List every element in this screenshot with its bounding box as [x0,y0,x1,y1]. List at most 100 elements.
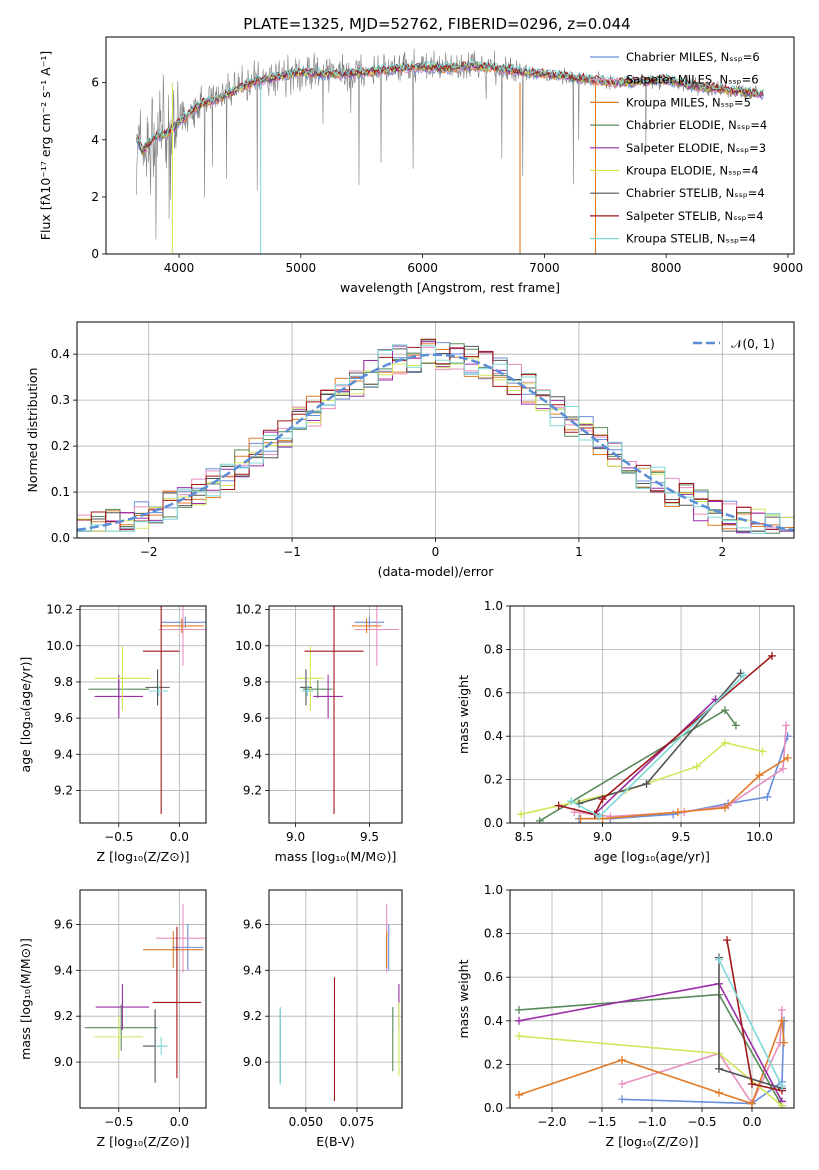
y-tick-label: 0.4 [51,347,70,361]
axes-frame [268,889,403,1109]
x-tick-label: −0.5 [104,1115,133,1129]
plot-area [279,903,400,1102]
weight-marker-kroupa_miles [715,1088,723,1097]
weight-marker-kroupa_miles [576,814,585,823]
y-tick-label: 0.2 [51,439,70,453]
weight-marker-kroupa_miles [783,753,792,762]
weight-marker-kroupa_elodie [516,810,525,819]
weight-line-chabrier_miles [621,1020,785,1105]
weight-marker-salpeter_stelib [554,801,563,810]
y-tick-label: 9.6 [54,711,73,725]
x-tick-label: 9.0 [593,830,612,844]
residual-histogram-chabrier_stelib [77,345,794,532]
plot-area [88,606,206,814]
x-tick-label: 9.5 [360,830,379,844]
legend-label: Chabrier ELODIE, Nₛₛₚ=4 [626,118,767,132]
weight-marker-chabrier_stelib [642,779,651,788]
weight-marker-chabrier_elodie [515,1005,523,1014]
y-tick-label: 9.2 [243,1009,262,1023]
weight-marker-kroupa_stelib [739,671,748,680]
weight-line-salpeter_elodie [594,698,717,815]
weight-line-kroupa_stelib [570,674,745,818]
plot-area [84,903,206,1083]
x-tick-label: −1.0 [637,1115,666,1129]
legend-label: Chabrier STELIB, Nₛₛₚ=4 [626,186,765,200]
y-tick-label: 1.0 [484,599,503,613]
plot-area [297,606,400,814]
axes-frame [268,605,403,824]
axes-frame [509,889,795,1109]
legend-label: Salpeter MILES, Nₛₛₚ=6 [626,73,759,87]
legend-label: 𝒩(0, 1) [731,337,775,351]
weight-marker-salpeter_elodie [515,1016,523,1025]
y-tick-label: 0.0 [51,531,70,545]
weight-marker-kroupa_stelib [715,955,723,964]
x-tick-label: 2 [718,545,726,559]
weight-marker-kroupa_elodie [758,747,767,756]
y-axis-label: Flux [fλ10⁻¹⁷ erg cm⁻² s⁻¹ A⁻¹] [38,51,53,240]
x-tick-label: −0.5 [687,1115,716,1129]
weight-marker-kroupa_miles [515,1090,523,1099]
y-tick-label: 0.6 [484,970,503,984]
weight-marker-kroupa_miles [748,1099,756,1108]
gaussian-curve [77,353,794,532]
x-tick-label: 0.0 [170,1115,189,1129]
axes-frame [79,889,207,1109]
y-tick-label: 10.2 [235,603,262,617]
weight-line-chabrier_elodie [539,709,737,822]
y-tick-label: 0.6 [484,686,503,700]
y-tick-label: 9.4 [54,963,73,977]
x-tick-label: 9000 [773,261,804,275]
weight-marker-kroupa_elodie [778,1101,786,1108]
x-tick-label: −0.5 [104,830,133,844]
weight-marker-chabrier_miles [618,1095,626,1104]
weight-marker-chabrier_elodie [535,816,544,823]
legend-label: Kroupa MILES, Nₛₛₚ=5 [626,95,751,109]
y-tick-label: 0.4 [484,1014,503,1028]
weight-marker-salpeter_stelib [748,1080,756,1089]
weight-marker-kroupa_stelib [595,812,604,821]
x-axis-label: Z [log₁₀(Z/Z⊙)] [606,1134,699,1149]
x-axis-label: mass [log₁₀(M/M⊙)] [275,849,397,864]
weight-marker-kroupa_elodie [720,738,729,747]
weight-marker-salpeter_miles [778,1005,786,1014]
weight-marker-kroupa_elodie [692,762,701,771]
panel-z-mass: −0.5 0.0 9.0 9.2 9.4 9.6 Z [log₁₀(Z/Z⊙)] mass [… [18,889,207,1149]
x-axis-label: (data-model)/error [378,564,495,579]
x-tick-label: 1 [575,545,583,559]
plot-area [516,651,792,823]
y-tick-label: 9.4 [243,963,262,977]
x-tick-label: 6000 [407,261,438,275]
weight-line-salpeter_stelib [558,655,773,816]
y-tick-label: 1.0 [484,883,503,897]
x-tick-label: 9.0 [286,830,305,844]
x-tick-label: 9.5 [671,830,690,844]
y-tick-label: 9.4 [54,747,73,761]
panel-residuals: −2 −1 0 1 2 0.0 0.1 0.2 0.3 0.4 (data-model)/error… [25,321,795,579]
y-tick-label: 0.8 [484,642,503,656]
weight-marker-chabrier_miles [763,792,772,801]
weight-line-kroupa_stelib [718,959,783,1087]
y-tick-label: 4 [91,133,99,147]
y-tick-label: 0 [91,247,99,261]
legend-label: Salpeter ELODIE, Nₛₛₚ=3 [626,141,766,155]
weight-marker-kroupa_stelib [778,1082,786,1091]
weight-marker-salpeter_stelib [723,936,731,945]
weight-marker-chabrier_elodie [720,706,729,715]
x-tick-label: −2 [140,545,158,559]
y-tick-label: 0.3 [51,393,70,407]
x-axis-label: E(B-V) [316,1134,355,1149]
y-axis-label: mass weight [456,959,471,1038]
weight-marker-kroupa_miles [673,808,682,817]
weight-marker-salpeter_miles [618,1080,626,1089]
weight-line-kroupa_elodie [518,1035,783,1107]
x-axis-label: Z [log₁₀(Z/Z⊙)] [97,849,190,864]
y-tick-label: 0.0 [484,1101,503,1115]
weight-marker-salpeter_stelib [768,651,777,660]
weight-marker-kroupa_elodie [515,1032,523,1041]
legend: 𝒩(0, 1) [693,337,775,351]
y-tick-label: 0.2 [484,1057,503,1071]
y-tick-label: 0.1 [51,485,70,499]
y-tick-label: 10.2 [46,603,73,617]
legend-label: Kroupa STELIB, Nₛₛₚ=4 [626,232,756,246]
